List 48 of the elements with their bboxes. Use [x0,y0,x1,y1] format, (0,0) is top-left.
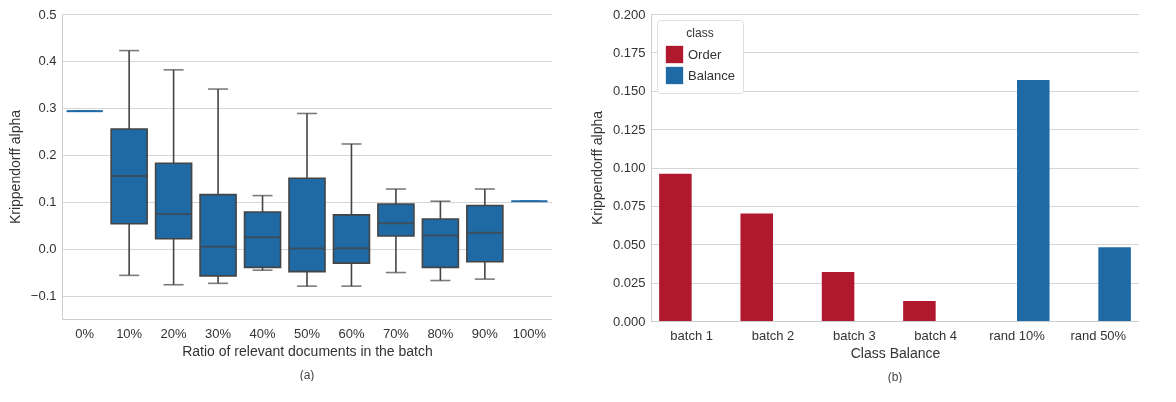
y-tick-label: 0.100 [612,160,646,175]
bar [903,301,936,321]
y-tick-label: 0.150 [612,83,646,99]
x-tick-label: 30% [205,325,232,341]
x-tick-label: 50% [293,325,321,341]
y-tick-label: 0.125 [612,121,646,137]
text: (a) [299,368,315,382]
x-tick-label: 60% [338,325,365,341]
x-tick-label: 20% [160,325,188,341]
y-tick-label: 0.175 [612,44,646,60]
legend-label: Balance [688,67,735,83]
x-axis-title: Ratio of relevant documents in the batch [182,342,433,359]
y-tick-label: −0.1 [30,288,57,304]
x-tick-label: 90% [471,325,499,341]
y-tick-label: 0.000 [612,313,646,329]
y-tick-label: 0.200 [612,6,646,22]
x-tick-label: batch 4 [914,327,957,343]
x-tick-label: batch 3 [833,327,876,343]
y-tick-label: 0.025 [612,275,646,291]
x-tick-label: 0% [75,325,95,341]
bar [1098,247,1131,321]
y-tick-label: 0.4 [38,53,57,69]
bar [1017,80,1050,321]
x-tick-label: batch 1 [670,327,713,343]
y-axis-title: Krippendorff alpha [588,110,605,226]
x-tick-label: rand 10% [989,327,1046,343]
legend-label: Order [688,46,722,62]
y-tick-label: 0.050 [612,236,646,252]
bar [821,271,855,321]
bar [740,213,773,321]
x-tick-label: 100% [512,325,547,341]
y-tick-label: 0.0 [38,241,57,257]
x-tick-label: 80% [427,325,454,341]
x-tick-label: 40% [249,325,276,341]
bar [659,173,692,321]
x-tick-label: batch 2 [751,327,795,343]
x-tick-label: 70% [382,325,410,341]
x-tick-label: rand 50% [1070,327,1127,343]
y-tick-label: 0.5 [38,6,57,22]
y-tick-label: 0.1 [38,194,57,210]
y-tick-label: 0.2 [38,147,57,163]
x-tick-label: 10% [116,325,143,341]
y-axis-title: Krippendorff alpha [6,109,23,225]
y-tick-label: 0.3 [38,100,57,116]
legend-title: class [686,26,714,40]
text: (b) [887,370,903,384]
x-axis-title: Class Balance [850,344,941,361]
y-tick-label: 0.075 [612,198,646,214]
